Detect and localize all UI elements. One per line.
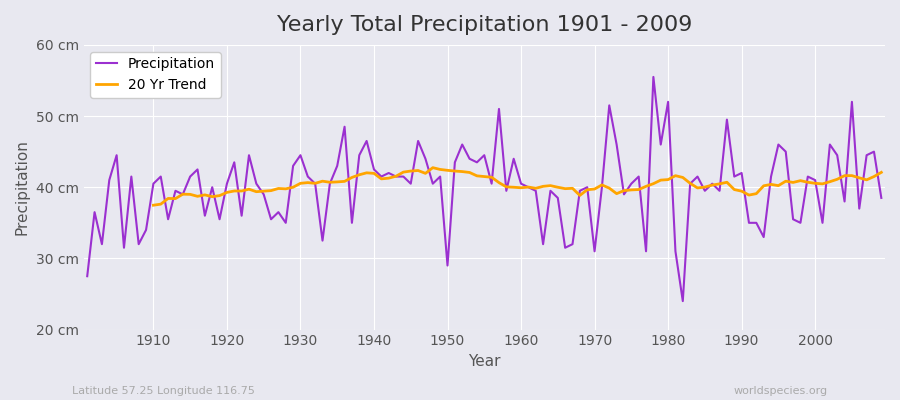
Precipitation [604,103,615,108]
Text: worldspecies.org: worldspecies.org [734,386,828,396]
Text: Latitude 57.25 Longitude 116.75: Latitude 57.25 Longitude 116.75 [72,386,255,396]
20 Yr Trend [824,179,835,184]
Precipitation [302,174,313,179]
Y-axis label: Precipitation: Precipitation [15,139,30,235]
Legend: Precipitation, 20 Yr Trend: Precipitation, 20 Yr Trend [91,52,220,98]
Precipitation [876,196,886,200]
20 Yr Trend [148,203,158,208]
Precipitation [82,274,93,279]
20 Yr Trend [876,170,886,175]
20 Yr Trend [590,187,600,192]
Precipitation [678,299,688,304]
Title: Yearly Total Precipitation 1901 - 2009: Yearly Total Precipitation 1901 - 2009 [276,15,692,35]
Line: Precipitation: Precipitation [87,77,881,301]
Precipitation [648,74,659,79]
Precipitation [508,156,519,161]
20 Yr Trend [530,186,541,191]
20 Yr Trend [428,165,438,170]
Line: 20 Yr Trend: 20 Yr Trend [153,168,881,205]
Precipitation [516,181,526,186]
20 Yr Trend [847,173,858,178]
X-axis label: Year: Year [468,354,500,369]
Precipitation [346,220,357,225]
Precipitation [140,228,151,232]
20 Yr Trend [288,185,299,190]
20 Yr Trend [317,179,328,184]
